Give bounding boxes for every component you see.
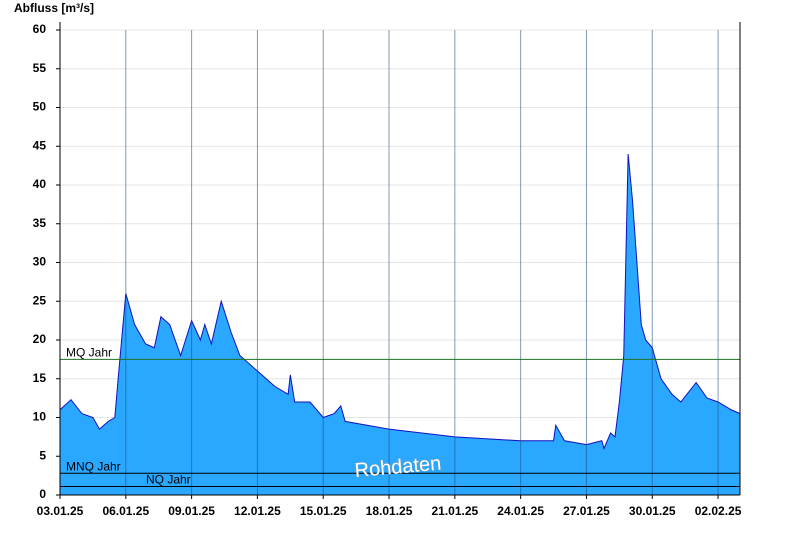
y-tick-label: 60 [33, 22, 47, 36]
area-line [59, 153, 741, 451]
area [60, 154, 740, 495]
y-tick-label: 20 [33, 332, 47, 346]
x-tick-label: 27.01.25 [563, 504, 610, 518]
y-tick-label: 35 [33, 216, 47, 230]
x-tick-label: 24.01.25 [497, 504, 544, 518]
x-tick-label: 15.01.25 [300, 504, 347, 518]
x-tick-label: 02.02.25 [695, 504, 742, 518]
y-tick-label: 5 [39, 448, 46, 462]
x-tick-label: 21.01.25 [431, 504, 478, 518]
x-tick-label: 18.01.25 [366, 504, 413, 518]
y-tick-label: 30 [33, 255, 47, 269]
y-tick-label: 55 [33, 61, 47, 75]
y-tick-label: 25 [33, 293, 47, 307]
x-tick-label: 09.01.25 [168, 504, 215, 518]
x-tick-label: 12.01.25 [234, 504, 281, 518]
reference-label: MNQ Jahr [66, 459, 121, 473]
y-axis-title: Abfluss [m³/s] [14, 1, 94, 15]
reference-label: MQ Jahr [66, 346, 112, 360]
reference-label: NQ Jahr [146, 473, 191, 487]
y-tick-label: 40 [33, 177, 47, 191]
y-tick-label: 15 [33, 371, 47, 385]
y-tick-label: 0 [39, 487, 46, 501]
y-tick-label: 45 [33, 138, 47, 152]
y-tick-label: 50 [33, 100, 47, 114]
x-tick-label: 03.01.25 [37, 504, 84, 518]
x-tick-label: 30.01.25 [629, 504, 676, 518]
x-tick-label: 06.01.25 [102, 504, 149, 518]
y-tick-label: 10 [33, 410, 47, 424]
